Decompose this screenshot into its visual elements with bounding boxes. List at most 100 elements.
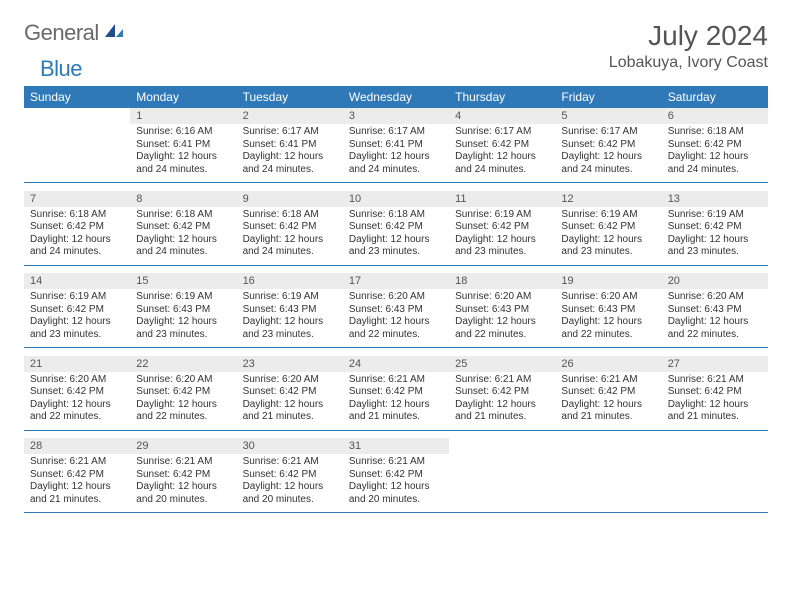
calendar-day-cell: 26Sunrise: 6:21 AMSunset: 6:42 PMDayligh…	[555, 356, 661, 431]
day-detail-line: Sunrise: 6:20 AM	[561, 291, 655, 304]
day-detail-line: Daylight: 12 hours	[455, 399, 549, 412]
day-detail-line: Sunset: 6:43 PM	[561, 304, 655, 317]
calendar-day-cell: 14Sunrise: 6:19 AMSunset: 6:42 PMDayligh…	[24, 273, 130, 348]
day-number: 3	[343, 108, 449, 124]
day-detail-line: Sunrise: 6:20 AM	[30, 374, 124, 387]
calendar-day-cell: 2Sunrise: 6:17 AMSunset: 6:41 PMDaylight…	[237, 108, 343, 183]
day-detail-line: and 24 minutes.	[243, 164, 337, 177]
day-detail-line: Daylight: 12 hours	[349, 151, 443, 164]
day-number: 15	[130, 273, 236, 289]
day-detail-line: and 24 minutes.	[243, 246, 337, 259]
calendar-day-cell: 4Sunrise: 6:17 AMSunset: 6:42 PMDaylight…	[449, 108, 555, 183]
day-detail-line: Sunset: 6:43 PM	[455, 304, 549, 317]
day-detail-line: Daylight: 12 hours	[561, 316, 655, 329]
day-detail-line: Daylight: 12 hours	[30, 316, 124, 329]
day-detail-line: Daylight: 12 hours	[349, 481, 443, 494]
day-number: 10	[343, 191, 449, 207]
brand-text-1: General	[24, 20, 99, 46]
day-detail-line: Sunrise: 6:19 AM	[561, 209, 655, 222]
day-detail-line: Sunrise: 6:18 AM	[30, 209, 124, 222]
calendar-day-cell: 19 Sunrise: 6:20 AMSunset: 6:43 PMDayligh…	[555, 273, 661, 348]
day-detail-line: Sunset: 6:42 PM	[136, 386, 230, 399]
day-detail-line: Sunset: 6:42 PM	[455, 139, 549, 152]
day-detail-line: Sunset: 6:42 PM	[136, 221, 230, 234]
calendar-day-cell: 3Sunrise: 6:17 AMSunset: 6:41 PMDaylight…	[343, 108, 449, 183]
day-detail-line: Daylight: 12 hours	[561, 151, 655, 164]
day-detail-line: and 23 minutes.	[455, 246, 549, 259]
weekday-header: Tuesday	[237, 86, 343, 108]
calendar-day-cell: 22Sunrise: 6:20 AMSunset: 6:42 PMDayligh…	[130, 356, 236, 431]
calendar-day-cell: 17Sunrise: 6:20 AMSunset: 6:43 PMDayligh…	[343, 273, 449, 348]
calendar-week-row: 14Sunrise: 6:19 AMSunset: 6:42 PMDayligh…	[24, 273, 768, 348]
day-detail-line: Daylight: 12 hours	[243, 399, 337, 412]
day-details: Sunrise: 6:19 AMSunset: 6:42 PMDaylight:…	[24, 289, 130, 347]
day-detail-line: Sunrise: 6:17 AM	[349, 126, 443, 139]
day-detail-line: Sunrise: 6:20 AM	[136, 374, 230, 387]
day-number: 19	[555, 273, 661, 289]
day-detail-line: Sunset: 6:43 PM	[243, 304, 337, 317]
day-detail-line: Daylight: 12 hours	[668, 234, 762, 247]
day-detail-line: and 21 minutes.	[243, 411, 337, 424]
day-detail-line: Sunset: 6:42 PM	[30, 386, 124, 399]
day-details: Sunrise: 6:19 AMSunset: 6:42 PMDaylight:…	[555, 207, 661, 265]
day-detail-line: Sunset: 6:43 PM	[668, 304, 762, 317]
day-detail-line: Daylight: 12 hours	[243, 151, 337, 164]
day-details: Sunrise: 6:20 AMSunset: 6:43 PMDaylight:…	[662, 289, 768, 347]
day-detail-line: Daylight: 12 hours	[668, 399, 762, 412]
day-detail-line: and 22 minutes.	[30, 411, 124, 424]
weekday-header: Saturday	[662, 86, 768, 108]
calendar-day-cell	[449, 438, 555, 513]
calendar-day-cell: 10Sunrise: 6:18 AMSunset: 6:42 PMDayligh…	[343, 191, 449, 266]
day-detail-line: and 21 minutes.	[561, 411, 655, 424]
brand-text-2: Blue	[40, 56, 82, 82]
day-details: Sunrise: 6:20 AMSunset: 6:42 PMDaylight:…	[24, 372, 130, 430]
day-detail-line: Daylight: 12 hours	[243, 481, 337, 494]
day-detail-line: Sunset: 6:42 PM	[668, 386, 762, 399]
day-number: 12	[555, 191, 661, 207]
day-number: 9	[237, 191, 343, 207]
day-detail-line: and 20 minutes.	[243, 494, 337, 507]
day-detail-line: Daylight: 12 hours	[136, 151, 230, 164]
weekday-header: Monday	[130, 86, 236, 108]
day-details: Sunrise: 6:16 AMSunset: 6:41 PMDaylight:…	[130, 124, 236, 182]
day-detail-line: Sunset: 6:42 PM	[349, 221, 443, 234]
calendar-day-cell: 5Sunrise: 6:17 AMSunset: 6:42 PMDaylight…	[555, 108, 661, 183]
day-details: Sunrise: 6:21 AMSunset: 6:42 PMDaylight:…	[662, 372, 768, 430]
day-detail-line: Sunrise: 6:19 AM	[30, 291, 124, 304]
calendar-day-cell	[555, 438, 661, 513]
day-number: 25	[449, 356, 555, 372]
day-detail-line: Sunset: 6:41 PM	[243, 139, 337, 152]
day-details: Sunrise: 6:18 AMSunset: 6:42 PMDaylight:…	[24, 207, 130, 265]
day-number: 7	[24, 191, 130, 207]
day-detail-line: Daylight: 12 hours	[349, 399, 443, 412]
title-block: July 2024 Lobakuya, Ivory Coast	[609, 20, 768, 72]
day-detail-line: Daylight: 12 hours	[136, 316, 230, 329]
day-details: Sunrise: 6:18 AMSunset: 6:42 PMDaylight:…	[343, 207, 449, 265]
calendar-day-cell: 31Sunrise: 6:21 AMSunset: 6:42 PMDayligh…	[343, 438, 449, 513]
calendar-day-cell: 28Sunrise: 6:21 AMSunset: 6:42 PMDayligh…	[24, 438, 130, 513]
day-detail-line: and 22 minutes.	[455, 329, 549, 342]
day-detail-line: Daylight: 12 hours	[136, 234, 230, 247]
day-details: Sunrise: 6:21 AMSunset: 6:42 PMDaylight:…	[24, 454, 130, 512]
day-detail-line: and 24 minutes.	[136, 164, 230, 177]
day-details: Sunrise: 6:21 AMSunset: 6:42 PMDaylight:…	[343, 372, 449, 430]
calendar-week-row: 1Sunrise: 6:16 AMSunset: 6:41 PMDaylight…	[24, 108, 768, 183]
weekday-header: Thursday	[449, 86, 555, 108]
day-detail-line: and 21 minutes.	[30, 494, 124, 507]
day-detail-line: Sunset: 6:42 PM	[561, 221, 655, 234]
calendar-page: General July 2024 Lobakuya, Ivory Coast …	[0, 0, 792, 541]
day-detail-line: Sunset: 6:42 PM	[243, 386, 337, 399]
day-detail-line: Sunset: 6:42 PM	[349, 469, 443, 482]
calendar-day-cell: 20Sunrise: 6:20 AMSunset: 6:43 PMDayligh…	[662, 273, 768, 348]
day-detail-line: Daylight: 12 hours	[243, 234, 337, 247]
day-detail-line: Daylight: 12 hours	[30, 399, 124, 412]
day-number: 28	[24, 438, 130, 454]
calendar-day-cell	[662, 438, 768, 513]
day-number: 26	[555, 356, 661, 372]
day-details: Sunrise: 6:21 AMSunset: 6:42 PMDaylight:…	[343, 454, 449, 512]
day-detail-line: Sunrise: 6:19 AM	[455, 209, 549, 222]
day-number: 31	[343, 438, 449, 454]
day-detail-line: Sunrise: 6:19 AM	[136, 291, 230, 304]
day-detail-line: Sunset: 6:43 PM	[136, 304, 230, 317]
day-number: 6	[662, 108, 768, 124]
